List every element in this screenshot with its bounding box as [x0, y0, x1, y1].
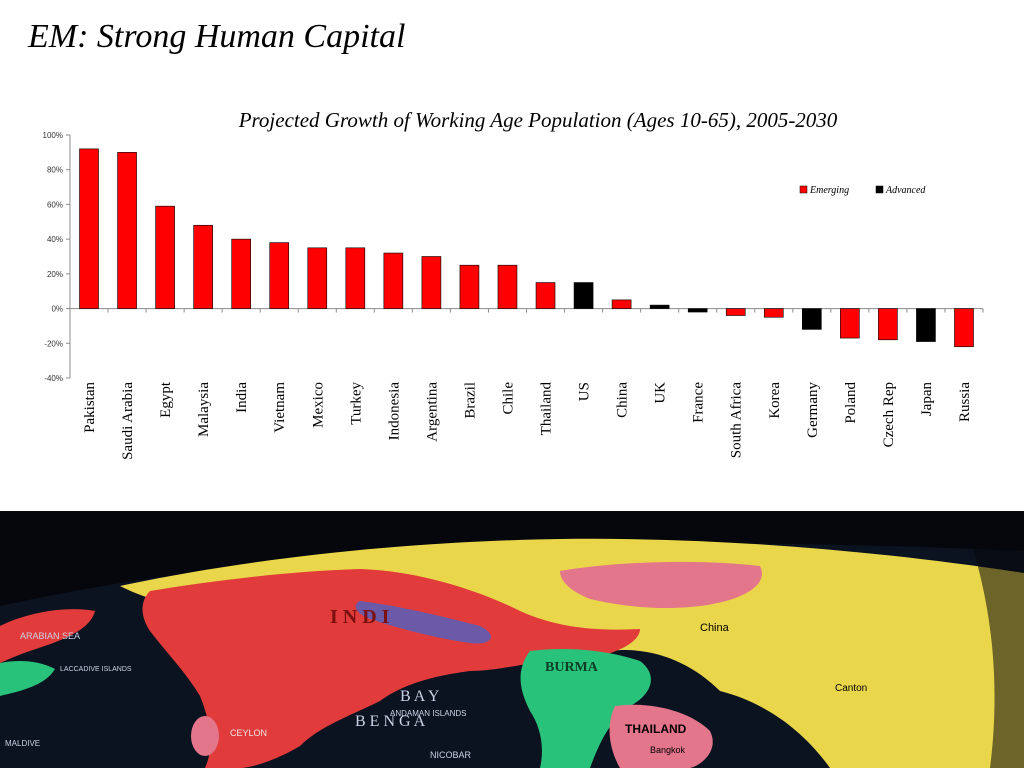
legend-swatch-advanced [875, 185, 884, 194]
bar-korea [763, 308, 784, 318]
bar-china [611, 299, 632, 309]
bar-vietnam [269, 242, 290, 309]
map-label-andaman: ANDAMAN ISLANDS [390, 709, 466, 718]
category-label: China [615, 382, 631, 418]
bar-uk [649, 304, 670, 309]
category-label: Pakistan [82, 382, 98, 433]
bar-saudi-arabia [117, 152, 137, 309]
category-label: UK [653, 382, 669, 404]
category-label: Japan [919, 382, 935, 417]
category-label: Vietnam [272, 382, 288, 433]
bar-poland [840, 308, 860, 339]
photo-vignette [960, 511, 1024, 768]
legend-label-emerging: Emerging [809, 185, 849, 196]
map-label-canton: Canton [835, 683, 867, 694]
category-label: India [234, 382, 250, 413]
bar-chart: -40% -20% 0% 20% 40% 60% 80% 100% Pakistan Saudi … [43, 131, 984, 460]
category-label: Indonesia [386, 382, 402, 441]
map-label-arabian-sea: ARABIAN SEA [20, 631, 80, 641]
land-red [142, 569, 640, 768]
y-tick-label: 0% [51, 305, 63, 314]
land-thailand [609, 704, 713, 768]
map-label-burma: BURMA [545, 660, 599, 675]
bar-turkey [345, 247, 366, 309]
bar-czech-rep [878, 308, 898, 341]
category-label: Argentina [424, 382, 440, 442]
map-label-bangkok: Bangkok [650, 745, 686, 755]
legend-swatch-emerging [799, 185, 808, 194]
map-label-maldive: MALDIVE [5, 739, 40, 748]
bar-japan [916, 308, 936, 342]
land-arabia [0, 609, 95, 663]
bar-malaysia [193, 224, 213, 309]
category-label: Thailand [539, 382, 555, 436]
y-tick-label: 40% [47, 235, 63, 244]
bar-argentina [421, 256, 442, 309]
bar-thailand [535, 282, 556, 309]
category-label: Poland [843, 382, 859, 424]
map-label-thailand: THAILAND [625, 722, 687, 736]
chart-title: Projected Growth of Working Age Populati… [238, 108, 838, 132]
category-label: Egypt [158, 381, 174, 418]
category-label: South Africa [729, 382, 745, 459]
y-tick-label: 80% [47, 166, 63, 175]
bar-egypt [155, 205, 175, 309]
map-label-nicobar: NICOBAR [430, 750, 472, 760]
slide-title: EM: Strong Human Capital [28, 18, 406, 55]
bar-russia [954, 308, 974, 348]
legend-label-advanced: Advanced [885, 185, 926, 196]
bar-brazil [459, 264, 480, 309]
bar-france [687, 308, 708, 313]
category-label: Russia [957, 382, 973, 422]
land-ceylon [191, 716, 219, 756]
category-label: Malaysia [196, 382, 212, 437]
category-label: France [691, 382, 707, 423]
bar-chile [497, 264, 518, 309]
bar-india [231, 238, 251, 309]
category-label: US [577, 382, 593, 401]
y-tick-label: 20% [47, 270, 63, 279]
bar-germany [802, 308, 822, 330]
land-pink [560, 561, 762, 609]
map-label-laccadive: LACCADIVE ISLANDS [60, 666, 132, 673]
bar-indonesia [383, 252, 404, 309]
map-label-india: I N D I [330, 606, 390, 628]
category-label: Brazil [462, 382, 478, 419]
globe-photo: I N D I B A Y B E N G A BURMA THAILAND A… [0, 511, 1024, 768]
bar-pakistan [79, 148, 99, 309]
y-tick-label: 60% [47, 200, 63, 209]
map-label-bengal: B E N G A [355, 713, 426, 730]
map-label-bay: B A Y [400, 688, 440, 705]
category-label: Czech Rep [881, 382, 897, 447]
bar-mexico [307, 247, 328, 309]
bar-south-africa [725, 308, 746, 316]
map-label-china: China [700, 622, 730, 634]
bar-us [573, 282, 594, 309]
category-label: Mexico [310, 382, 326, 428]
land-purple [355, 601, 491, 644]
category-label: Germany [805, 382, 821, 438]
category-label: Korea [767, 382, 783, 419]
y-tick-label: -20% [44, 339, 63, 348]
land-green [520, 649, 651, 768]
category-label: Turkey [348, 382, 364, 425]
map-label-ceylon: CEYLON [230, 728, 267, 738]
category-label: Saudi Arabia [120, 382, 136, 460]
land-arabia-green [0, 661, 55, 696]
y-tick-label: -40% [44, 374, 63, 383]
y-tick-label: 100% [43, 131, 63, 140]
category-label: Chile [500, 382, 516, 415]
